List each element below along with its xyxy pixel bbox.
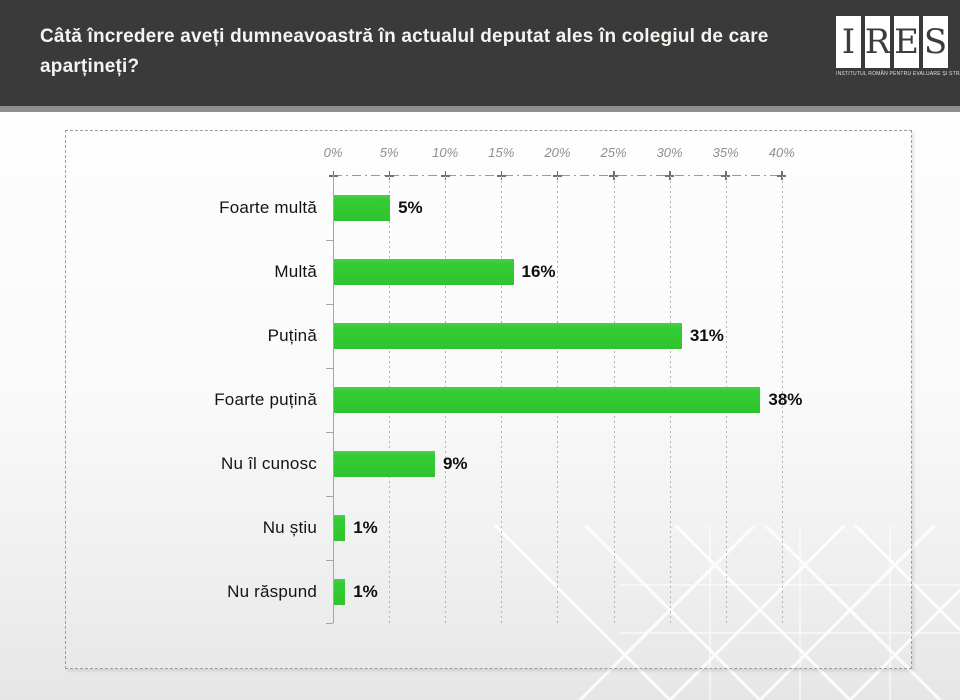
header-divider xyxy=(0,106,960,112)
category-label: Puțină xyxy=(267,326,317,345)
x-tick-label: 25% xyxy=(600,145,627,160)
category-label: Nu îl cunosc xyxy=(221,454,317,473)
x-tick-label: 30% xyxy=(656,145,683,160)
bar xyxy=(334,323,682,349)
value-label: 5% xyxy=(398,198,423,217)
y-axis-minor-tick xyxy=(326,496,333,497)
x-tick-label: 40% xyxy=(768,145,795,160)
x-tick-label: 35% xyxy=(712,145,739,160)
x-tick-label: 20% xyxy=(544,145,571,160)
category-label: Foarte puțină xyxy=(214,390,317,409)
logo-tagline: INSTITUTUL ROMÂN PENTRU EVALUARE ȘI STRA… xyxy=(836,71,960,77)
logo-letter-s: S xyxy=(923,16,948,68)
bar xyxy=(334,451,435,477)
y-axis-minor-tick xyxy=(326,560,333,561)
x-tick-plus-marker xyxy=(552,171,562,180)
category-label: Multă xyxy=(274,262,317,281)
x-tick-label: 15% xyxy=(488,145,515,160)
x-tick-plus-marker xyxy=(496,171,506,180)
bar-chart: 0% 5% 10% 15% 20% 25% 30% 35% 40% Foarte multă 5% M… xyxy=(66,131,911,668)
x-tick-label: 10% xyxy=(432,145,459,160)
value-label: 31% xyxy=(689,326,724,345)
ires-logo-tiles: I R E S xyxy=(836,16,950,68)
y-axis-minor-tick xyxy=(326,240,333,241)
y-axis-end-tick xyxy=(326,623,333,624)
bar xyxy=(334,195,391,221)
value-label: 9% xyxy=(442,454,468,473)
x-tick-plus-marker xyxy=(721,171,731,180)
bar xyxy=(334,387,761,413)
question-title: Câtă încredere aveți dumneavoastră în ac… xyxy=(40,26,769,77)
header: Câtă încredere aveți dumneavoastră în ac… xyxy=(0,0,960,106)
y-axis-minor-tick xyxy=(326,368,333,369)
x-tick-label: 0% xyxy=(323,145,343,160)
x-tick-plus-marker xyxy=(609,171,618,180)
x-tick-label: 5% xyxy=(379,145,399,160)
category-label: Foarte multă xyxy=(219,198,317,217)
logo-letter-i: I xyxy=(836,16,861,68)
logo-letter-e: E xyxy=(894,16,919,68)
bar xyxy=(334,259,514,285)
logo-letter-r: R xyxy=(865,16,890,68)
x-tick-plus-marker xyxy=(384,171,394,180)
chart-panel: 0% 5% 10% 15% 20% 25% 30% 35% 40% Foarte multă 5% M… xyxy=(65,130,912,669)
gridline xyxy=(781,176,783,623)
bar xyxy=(334,579,346,605)
ires-logo: I R E S INSTITUTUL ROMÂN PENTRU EVALUARE… xyxy=(836,16,960,77)
value-label: 1% xyxy=(353,518,378,537)
y-axis-minor-tick xyxy=(326,304,333,305)
category-label: Nu răspund xyxy=(227,582,317,601)
x-tick-plus-marker xyxy=(665,171,675,180)
category-label: Nu știu xyxy=(262,518,317,537)
value-label: 38% xyxy=(768,390,803,409)
x-tick-plus-marker xyxy=(777,171,787,180)
bar xyxy=(334,515,346,541)
value-label: 16% xyxy=(521,262,556,281)
x-tick-plus-marker xyxy=(440,171,450,180)
y-axis-line xyxy=(333,175,334,623)
y-axis-minor-tick xyxy=(326,432,333,433)
value-label: 1% xyxy=(353,582,378,601)
